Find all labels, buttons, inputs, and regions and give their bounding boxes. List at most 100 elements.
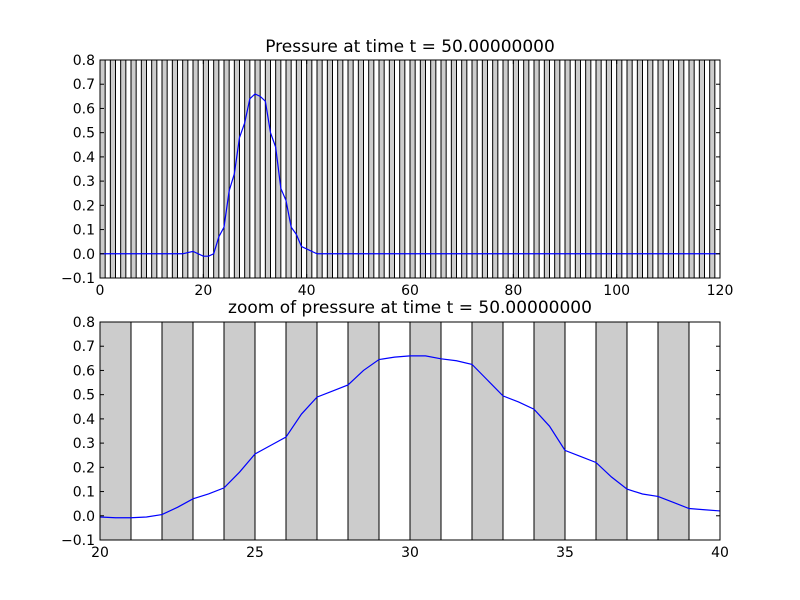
shaded-band xyxy=(502,59,509,279)
shaded-band xyxy=(626,59,633,279)
shaded-band xyxy=(678,59,685,279)
shaded-band xyxy=(223,59,230,279)
y-tick-label: 0.8 xyxy=(73,315,95,331)
shaded-band xyxy=(595,59,602,279)
x-tick-label: 40 xyxy=(711,545,729,561)
shaded-band xyxy=(99,321,132,541)
x-tick-label: 20 xyxy=(91,545,109,561)
shaded-band xyxy=(264,59,272,279)
shaded-band xyxy=(388,59,396,279)
shaded-band xyxy=(192,59,199,279)
y-tick-label: 0.2 xyxy=(73,198,95,214)
shaded-band xyxy=(636,59,643,279)
shaded-band xyxy=(161,59,168,279)
shaded-band xyxy=(409,59,416,279)
shaded-band xyxy=(306,59,313,279)
y-tick-label: 0.5 xyxy=(73,126,95,142)
y-tick-label: 0.6 xyxy=(73,363,95,379)
shaded-band xyxy=(430,59,437,279)
y-tick-label: 0.4 xyxy=(73,150,95,166)
x-tick-label: 40 xyxy=(298,283,316,299)
x-tick-label: 80 xyxy=(504,283,522,299)
y-tick-label: −0.1 xyxy=(61,271,95,287)
shaded-band xyxy=(120,59,127,279)
shaded-band xyxy=(574,59,581,279)
shaded-band xyxy=(698,59,705,279)
y-tick-label: 0.0 xyxy=(73,247,95,263)
x-tick-label: 60 xyxy=(401,283,419,299)
shaded-band xyxy=(688,59,695,279)
y-tick-label: 0.3 xyxy=(73,436,95,452)
shaded-band xyxy=(450,59,458,279)
y-tick-label: 0.4 xyxy=(73,412,95,428)
y-tick-label: 0.0 xyxy=(73,509,95,525)
x-tick-label: 25 xyxy=(246,545,264,561)
shaded-band xyxy=(419,59,427,279)
chart-title: Pressure at time t = 50.00000000 xyxy=(265,37,555,57)
y-tick-label: 0.1 xyxy=(73,223,95,239)
series-line xyxy=(99,355,721,519)
shaded-band xyxy=(440,59,447,279)
shaded-band xyxy=(595,321,628,541)
shaded-band xyxy=(564,59,571,279)
shaded-band xyxy=(481,59,489,279)
x-tick-label: 30 xyxy=(401,545,419,561)
shaded-band xyxy=(616,59,623,279)
y-tick-label: 0.6 xyxy=(73,101,95,117)
shaded-band xyxy=(657,321,690,541)
shaded-band xyxy=(140,59,147,279)
y-tick-label: 0.3 xyxy=(73,174,95,190)
x-tick-label: 20 xyxy=(194,283,212,299)
shaded-band xyxy=(647,59,654,279)
y-tick-label: 0.5 xyxy=(73,388,95,404)
shaded-band xyxy=(99,59,106,279)
shaded-band xyxy=(492,59,499,279)
shaded-band xyxy=(533,59,540,279)
shaded-band xyxy=(409,321,442,541)
zoom-pressure-chart: zoom of pressure at time t = 50.00000000… xyxy=(61,298,729,561)
shaded-band xyxy=(182,59,189,279)
shaded-band xyxy=(378,59,385,279)
shaded-band xyxy=(471,321,504,541)
x-tick-label: 100 xyxy=(603,283,630,299)
shaded-band xyxy=(130,59,137,279)
shaded-band xyxy=(244,59,251,279)
shaded-band xyxy=(368,59,375,279)
y-tick-label: 0.7 xyxy=(73,77,95,93)
shaded-band xyxy=(523,59,530,279)
shaded-band xyxy=(399,59,406,279)
series-line xyxy=(100,93,720,257)
x-tick-label: 0 xyxy=(96,283,105,299)
shaded-band xyxy=(223,321,256,541)
shaded-band xyxy=(605,59,612,279)
shaded-band xyxy=(326,59,334,279)
shaded-band xyxy=(357,59,365,279)
shaded-band xyxy=(533,321,566,541)
shaded-band xyxy=(512,59,519,279)
shaded-band xyxy=(171,59,178,279)
shaded-band xyxy=(554,59,561,279)
shaded-band xyxy=(709,59,716,279)
shaded-band xyxy=(347,321,380,541)
x-tick-label: 35 xyxy=(556,545,574,561)
y-tick-label: −0.1 xyxy=(61,533,95,549)
shaded-band xyxy=(347,59,354,279)
shaded-band xyxy=(667,59,674,279)
shaded-band xyxy=(657,59,664,279)
shaded-band xyxy=(461,59,468,279)
shaded-band xyxy=(151,59,158,279)
chart-title: zoom of pressure at time t = 50.00000000 xyxy=(228,298,592,318)
shaded-band xyxy=(109,59,117,279)
shaded-band xyxy=(202,59,209,279)
x-tick-label: 120 xyxy=(707,283,734,299)
shaded-band xyxy=(285,59,292,279)
y-tick-label: 0.7 xyxy=(73,339,95,355)
shaded-band xyxy=(337,59,344,279)
shaded-band xyxy=(471,59,478,279)
shaded-band xyxy=(543,59,550,279)
pressure-chart: Pressure at time t = 50.00000000 0 20 40 60… xyxy=(61,37,733,299)
shaded-band xyxy=(585,59,592,279)
y-tick-label: 0.2 xyxy=(73,460,95,476)
shaded-band xyxy=(316,59,323,279)
